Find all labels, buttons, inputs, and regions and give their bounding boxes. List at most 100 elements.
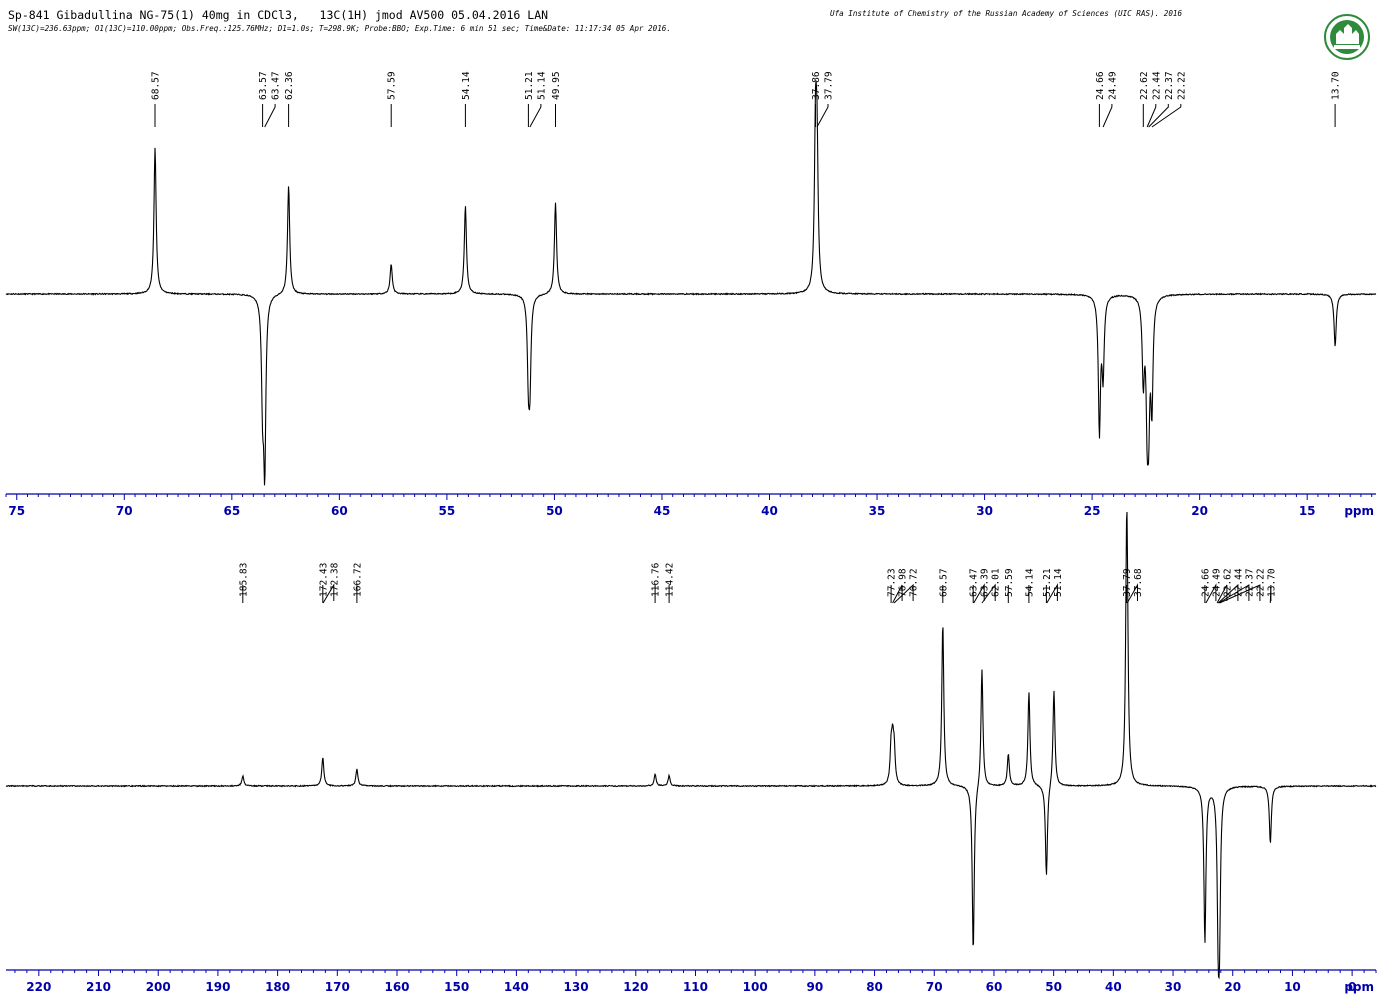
peak-leader-line [264, 104, 276, 128]
institute-caption: Ufa Institute of Chemistry of the Russia… [830, 9, 1183, 18]
x-tick-label: 70 [926, 980, 943, 994]
peak-leader-line [973, 583, 985, 604]
peak-label: 13.70 [1266, 568, 1277, 597]
peak-label: 37.79 [1122, 568, 1133, 597]
peak-label: 51.21 [524, 71, 535, 100]
peak-label: 57.59 [387, 71, 398, 100]
x-tick-label: 70 [116, 504, 133, 518]
peak-label: 54.14 [461, 71, 472, 100]
x-tick-label: 80 [866, 980, 883, 994]
peak-label: 37.68 [1133, 568, 1144, 597]
x-tick-label: 75 [8, 504, 25, 518]
x-tick-label: 30 [1165, 980, 1182, 994]
x-tick-label: 50 [546, 504, 563, 518]
x-tick-label: 170 [325, 980, 350, 994]
peak-label: 63.47 [271, 71, 282, 100]
peak-label: 185.83 [238, 563, 249, 597]
peak-label: 22.37 [1164, 71, 1175, 100]
peak-label: 62.36 [284, 71, 295, 100]
x-tick-label: 150 [444, 980, 469, 994]
peak-label: 63.57 [258, 71, 269, 100]
peak-leader-line [1218, 584, 1250, 604]
peak-label: 68.57 [151, 71, 162, 100]
x-axis-unit-label: ppm [1344, 504, 1374, 518]
peak-leader-line [1205, 583, 1217, 604]
peak-label: 172.43 [318, 563, 329, 597]
peak-label: 51.21 [1042, 568, 1053, 597]
peak-label: 22.62 [1222, 568, 1233, 597]
peak-label: 116.76 [651, 562, 662, 597]
peak-leader-line [1219, 584, 1261, 604]
x-tick-label: 0 [1348, 980, 1356, 994]
x-tick-label: 90 [807, 980, 824, 994]
x-tick-label: 25 [1084, 504, 1101, 518]
x-tick-label: 20 [1191, 504, 1208, 518]
peak-leader-line [322, 583, 335, 604]
peak-label: 68.57 [938, 568, 949, 597]
peak-label: 63.47 [969, 568, 980, 597]
peak-leader-line [1102, 104, 1113, 128]
x-tick-label: 200 [146, 980, 171, 994]
x-tick-label: 15 [1299, 504, 1316, 518]
spectrum-header-title: Sp-841 Gibadullina NG-75(1) 40mg in CDCl… [8, 8, 549, 22]
peak-leader-line [1151, 104, 1182, 128]
x-tick-label: 45 [654, 504, 671, 518]
peak-label: 37.79 [824, 71, 835, 100]
peak-label: 22.37 [1244, 568, 1255, 597]
x-tick-label: 110 [683, 980, 708, 994]
peak-label: 49.95 [551, 71, 562, 100]
x-tick-label: 20 [1224, 980, 1241, 994]
x-tick-label: 55 [439, 504, 456, 518]
peak-label: 114.42 [665, 563, 676, 597]
peak-leader-line [1148, 104, 1169, 128]
peak-label: 24.49 [1211, 568, 1222, 597]
peak-label: 37.86 [811, 71, 822, 100]
x-tick-label: 40 [761, 504, 778, 518]
peak-label: 172.38 [329, 562, 340, 597]
peak-label: 76.72 [909, 568, 920, 597]
x-tick-label: 40 [1105, 980, 1122, 994]
x-tick-label: 50 [1045, 980, 1062, 994]
peak-label: 76.98 [898, 568, 909, 597]
peak-label: 51.14 [536, 71, 547, 100]
peak-leader-line [981, 583, 996, 604]
peak-label: 24.49 [1107, 71, 1118, 100]
peak-leader-line [1046, 583, 1058, 604]
peak-label: 22.44 [1233, 568, 1244, 597]
peak-label: 51.14 [1053, 568, 1064, 597]
peak-label: 24.66 [1095, 71, 1106, 100]
peak-leader-line [1269, 584, 1272, 604]
peak-leader-line [1146, 104, 1157, 128]
peak-label: 22.22 [1255, 568, 1266, 597]
peak-leader-line [816, 104, 829, 128]
peak-leader-line [1126, 583, 1138, 604]
spectrum-trace [5, 511, 1377, 980]
x-tick-label: 130 [564, 980, 589, 994]
x-tick-label: 100 [743, 980, 768, 994]
peak-label: 54.14 [1024, 568, 1035, 597]
x-tick-label: 35 [869, 504, 886, 518]
x-axis-unit-label: ppm [1344, 980, 1374, 994]
peak-leader-line [893, 583, 914, 604]
spectrum-trace [5, 80, 1377, 486]
peak-label: 22.22 [1176, 71, 1187, 100]
spectrum-panel-full: 220 210 200 190 180 170 160 150 140 130 120 110 100 9… [5, 511, 1377, 994]
peak-label: 63.39 [980, 568, 991, 597]
x-tick-label: 60 [986, 980, 1003, 994]
peak-label: 77.23 [887, 568, 898, 597]
x-tick-label: 60 [331, 504, 348, 518]
peak-leader-line [1217, 583, 1239, 604]
x-tick-label: 30 [976, 504, 993, 518]
peak-label: 22.62 [1139, 71, 1150, 100]
spectrum-header-parameters: SW(13C)=236.63ppm; O1(13C)=110.00ppm; Ob… [8, 24, 671, 33]
institute-logo [1324, 14, 1370, 60]
x-tick-label: 65 [223, 504, 240, 518]
peak-label: 57.59 [1004, 568, 1015, 597]
peak-label: 13.70 [1331, 71, 1342, 100]
x-tick-label: 220 [26, 980, 51, 994]
x-tick-label: 180 [265, 980, 290, 994]
x-tick-label: 190 [205, 980, 230, 994]
x-tick-label: 10 [1284, 980, 1301, 994]
x-tick-label: 210 [86, 980, 111, 994]
